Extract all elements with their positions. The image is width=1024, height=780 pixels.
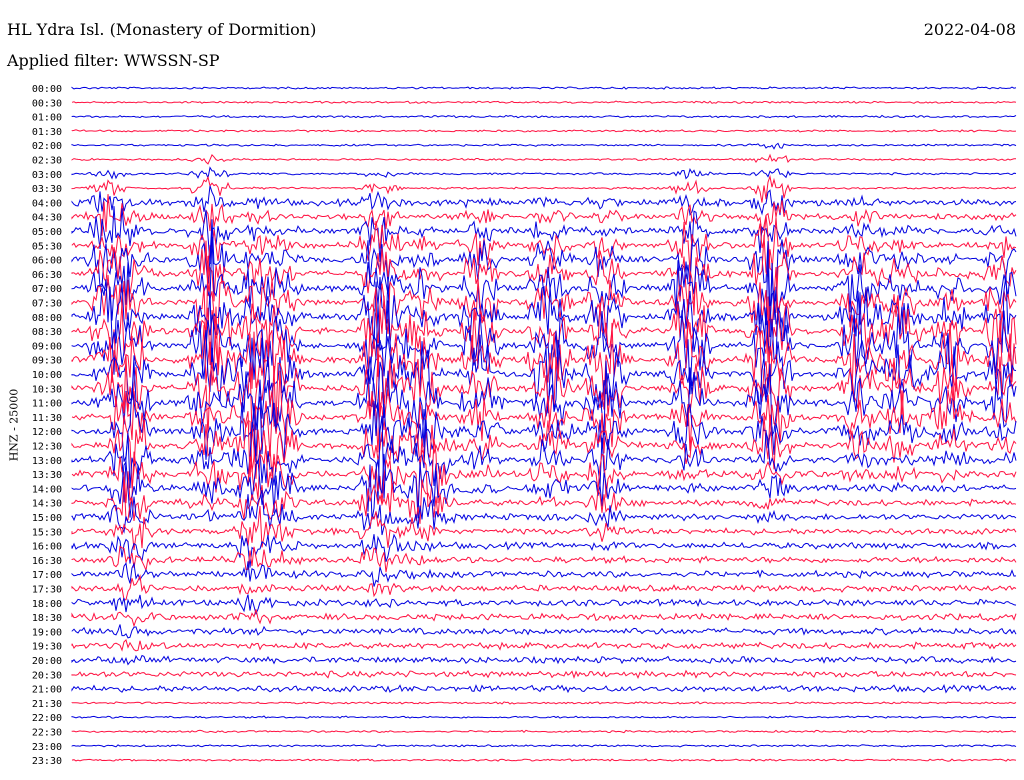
row-time-label: 08:00 bbox=[32, 313, 62, 324]
row-time-label: 18:00 bbox=[32, 599, 62, 610]
row-time-label: 20:00 bbox=[32, 656, 62, 667]
row-time-label: 16:30 bbox=[32, 556, 62, 567]
row-time-label: 00:00 bbox=[32, 84, 62, 95]
trace-row-1630 bbox=[71, 545, 1017, 573]
row-time-label: 03:00 bbox=[32, 170, 62, 181]
row-time-label: 13:00 bbox=[32, 456, 62, 467]
trace-row-2100 bbox=[71, 684, 1017, 694]
trace-row-0230 bbox=[71, 153, 1017, 165]
row-time-label: 21:00 bbox=[32, 685, 62, 696]
row-time-label: 19:30 bbox=[32, 642, 62, 653]
trace-row-1130 bbox=[71, 365, 1017, 473]
row-time-label: 07:30 bbox=[32, 299, 62, 310]
trace-row-0430 bbox=[71, 194, 1017, 237]
trace-row-0500 bbox=[71, 206, 1017, 265]
row-time-label: 17:00 bbox=[32, 570, 62, 581]
row-time-label: 23:00 bbox=[32, 742, 62, 753]
row-time-label: 02:30 bbox=[32, 156, 62, 167]
trace-row-0000 bbox=[71, 86, 1017, 90]
trace-row-1930 bbox=[71, 639, 1017, 652]
row-time-label: 03:30 bbox=[32, 184, 62, 195]
trace-row-1400 bbox=[71, 453, 1017, 520]
trace-row-1230 bbox=[71, 411, 1017, 489]
row-time-label: 11:00 bbox=[32, 399, 62, 410]
date-label: 2022-04-08 bbox=[923, 20, 1016, 39]
trace-row-0900 bbox=[71, 292, 1017, 395]
row-time-label: 05:30 bbox=[32, 241, 62, 252]
trace-row-0130 bbox=[71, 129, 1017, 133]
row-time-label: 21:30 bbox=[32, 699, 62, 710]
row-time-label: 07:00 bbox=[32, 284, 62, 295]
trace-row-2200 bbox=[71, 715, 1017, 719]
trace-row-0300 bbox=[71, 166, 1017, 180]
row-time-label: 01:30 bbox=[32, 127, 62, 138]
row-time-label: 23:30 bbox=[32, 756, 62, 767]
trace-row-1300 bbox=[71, 415, 1017, 503]
trace-row-2030 bbox=[71, 669, 1017, 679]
row-time-label: 22:00 bbox=[32, 713, 62, 724]
trace-row-0400 bbox=[71, 185, 1017, 216]
trace-row-0100 bbox=[71, 114, 1017, 119]
row-time-label: 06:30 bbox=[32, 270, 62, 281]
trace-row-1030 bbox=[71, 339, 1017, 438]
trace-row-1530 bbox=[71, 505, 1017, 551]
row-time-label: 14:00 bbox=[32, 484, 62, 495]
row-time-label: 12:30 bbox=[32, 442, 62, 453]
trace-row-0700 bbox=[71, 236, 1017, 338]
trace-row-0330 bbox=[71, 174, 1017, 203]
trace-row-1100 bbox=[71, 356, 1017, 457]
trace-row-1900 bbox=[71, 624, 1017, 639]
row-time-label: 06:00 bbox=[32, 256, 62, 267]
trace-row-2230 bbox=[71, 729, 1017, 734]
trace-row-2300 bbox=[71, 744, 1017, 748]
trace-row-1800 bbox=[71, 594, 1017, 616]
row-time-label: 04:00 bbox=[32, 198, 62, 209]
trace-row-1730 bbox=[71, 574, 1017, 601]
row-time-label: 14:30 bbox=[32, 499, 62, 510]
row-time-label: 04:30 bbox=[32, 213, 62, 224]
trace-row-2330 bbox=[71, 758, 1017, 762]
row-time-label: 10:30 bbox=[32, 384, 62, 395]
station-title: HL Ydra Isl. (Monastery of Dormition) bbox=[7, 20, 317, 39]
trace-row-1330 bbox=[71, 438, 1017, 508]
trace-row-2130 bbox=[71, 701, 1017, 705]
trace-row-1700 bbox=[71, 561, 1017, 587]
row-time-label: 09:30 bbox=[32, 356, 62, 367]
row-time-label: 16:00 bbox=[32, 542, 62, 553]
trace-row-1830 bbox=[71, 609, 1017, 628]
row-time-label: 17:30 bbox=[32, 585, 62, 596]
filter-label: Applied filter: WWSSN-SP bbox=[7, 51, 220, 70]
row-time-label: 12:00 bbox=[32, 427, 62, 438]
row-time-label: 10:00 bbox=[32, 370, 62, 381]
trace-row-2000 bbox=[71, 654, 1017, 666]
trace-row-1430 bbox=[71, 476, 1017, 524]
trace-row-0200 bbox=[71, 142, 1017, 150]
trace-row-1600 bbox=[71, 533, 1017, 568]
row-time-label: 15:00 bbox=[32, 513, 62, 524]
row-time-label: 22:30 bbox=[32, 728, 62, 739]
trace-row-0730 bbox=[71, 255, 1017, 363]
row-time-label: 00:30 bbox=[32, 98, 62, 109]
row-time-label: 02:00 bbox=[32, 141, 62, 152]
row-time-label: 09:00 bbox=[32, 341, 62, 352]
row-time-label: 18:30 bbox=[32, 613, 62, 624]
trace-row-0530 bbox=[71, 215, 1017, 273]
row-time-label: 11:30 bbox=[32, 413, 62, 424]
row-time-label: 08:30 bbox=[32, 327, 62, 338]
row-time-label: 13:30 bbox=[32, 470, 62, 481]
trace-row-0800 bbox=[71, 275, 1017, 375]
row-time-label: 20:30 bbox=[32, 670, 62, 681]
row-time-label: 05:00 bbox=[32, 227, 62, 238]
trace-row-1000 bbox=[71, 304, 1017, 414]
row-time-label: 19:00 bbox=[32, 627, 62, 638]
trace-row-0630 bbox=[71, 234, 1017, 316]
trace-row-1500 bbox=[71, 489, 1017, 536]
row-time-label: 15:30 bbox=[32, 527, 62, 538]
row-time-label: 01:00 bbox=[32, 113, 62, 124]
trace-row-0030 bbox=[71, 100, 1017, 104]
